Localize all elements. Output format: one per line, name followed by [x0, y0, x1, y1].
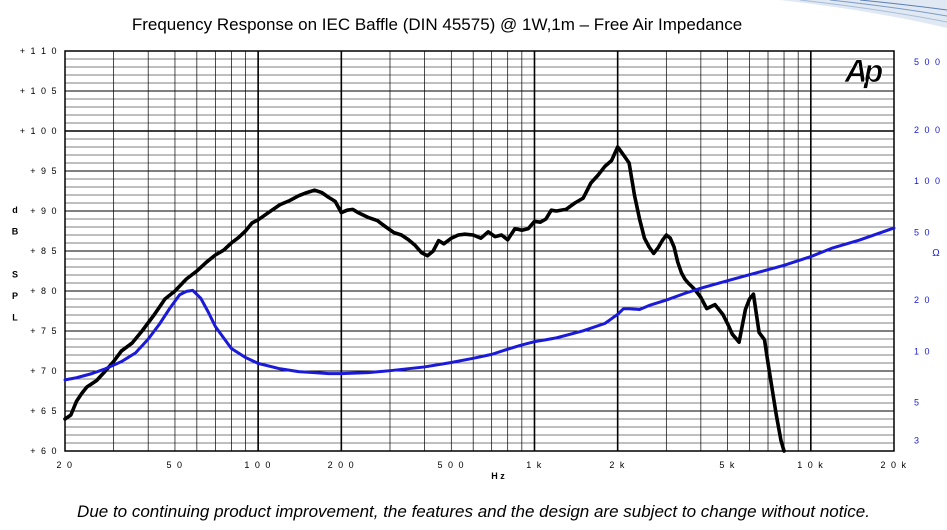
y-right-tick-label: 1 0 0: [914, 176, 942, 186]
y-right-tick-label: 5: [914, 398, 921, 408]
y-left-tick-label: + 6 5: [30, 406, 58, 416]
y-left-axis-letter: S: [12, 270, 18, 280]
series-layer: [63, 145, 896, 453]
y-left-tick-label: + 9 0: [30, 206, 58, 216]
y-right-tick-label: 5 0: [914, 227, 931, 237]
y-left-tick-label: + 1 0 5: [20, 86, 58, 96]
chart-grid: [65, 51, 894, 451]
x-tick-label: 2 0 k: [880, 460, 907, 470]
x-tick-label: 5 k: [719, 460, 736, 470]
y-right-tick-label: 5 0 0: [914, 57, 942, 67]
x-axis-label: H z: [491, 471, 505, 481]
x-tick-label: 5 0: [166, 460, 183, 470]
x-tick-label: 5 0 0: [438, 460, 466, 470]
y-right-tick-label: 2 0: [914, 295, 931, 305]
x-tick-label: 1 0 0: [244, 460, 272, 470]
y-right-tick-label: 2 0 0: [914, 125, 942, 135]
y-right-axis-label: Ω: [932, 248, 940, 259]
y-left-tick-label: + 8 0: [30, 286, 58, 296]
y-right-tick-label: 3: [914, 435, 921, 445]
y-left-axis-letter: P: [12, 291, 18, 301]
y-left-tick-label: + 1 0 0: [20, 126, 58, 136]
y-left-tick-label: + 6 0: [30, 446, 58, 456]
y-left-tick-label: + 9 5: [30, 166, 58, 176]
x-tick-labels: 2 0 5 0 1 0 0 2 0 0 5 0 0 1 k 2 k 5 k 1 0 k 2 0 k: [56, 460, 907, 470]
plot-frame: [64, 50, 895, 452]
x-tick-label: 2 k: [609, 460, 626, 470]
y-left-axis-label: d B S P L: [12, 205, 19, 323]
x-tick-label: 1 k: [526, 460, 543, 470]
spl-response-curve: [63, 145, 786, 453]
y-left-axis-letter: L: [12, 313, 18, 323]
footnote-disclaimer: Due to continuing product improvement, t…: [77, 502, 870, 521]
x-tick-label: 1 0 k: [797, 460, 824, 470]
y-left-axis-letter: d: [12, 205, 18, 215]
ap-logo: Ap: [843, 53, 887, 90]
y-right-tick-label: 1 0: [914, 346, 931, 356]
impedance-curve: [63, 226, 896, 382]
x-tick-label: 2 0: [56, 460, 73, 470]
y-right-tick-labels: 5 0 0 2 0 0 1 0 0 5 0 2 0 1 0 5 3: [914, 57, 942, 445]
y-left-tick-label: + 1 1 0: [20, 46, 58, 56]
y-left-tick-label: + 7 0: [30, 366, 58, 376]
y-left-tick-labels: + 1 1 0 + 1 0 5 + 1 0 0 + 9 5 + 9 0 + 8 5 + 8 …: [20, 46, 58, 456]
x-tick-label: 2 0 0: [328, 460, 356, 470]
svg-text:Ap: Ap: [844, 53, 883, 89]
y-left-tick-label: + 7 5: [30, 326, 58, 336]
corner-swoosh-decoration: [780, 0, 947, 28]
y-left-axis-letter: B: [12, 227, 19, 237]
chart-title: Frequency Response on IEC Baffle (DIN 45…: [132, 15, 742, 34]
y-left-tick-label: + 8 5: [30, 246, 58, 256]
